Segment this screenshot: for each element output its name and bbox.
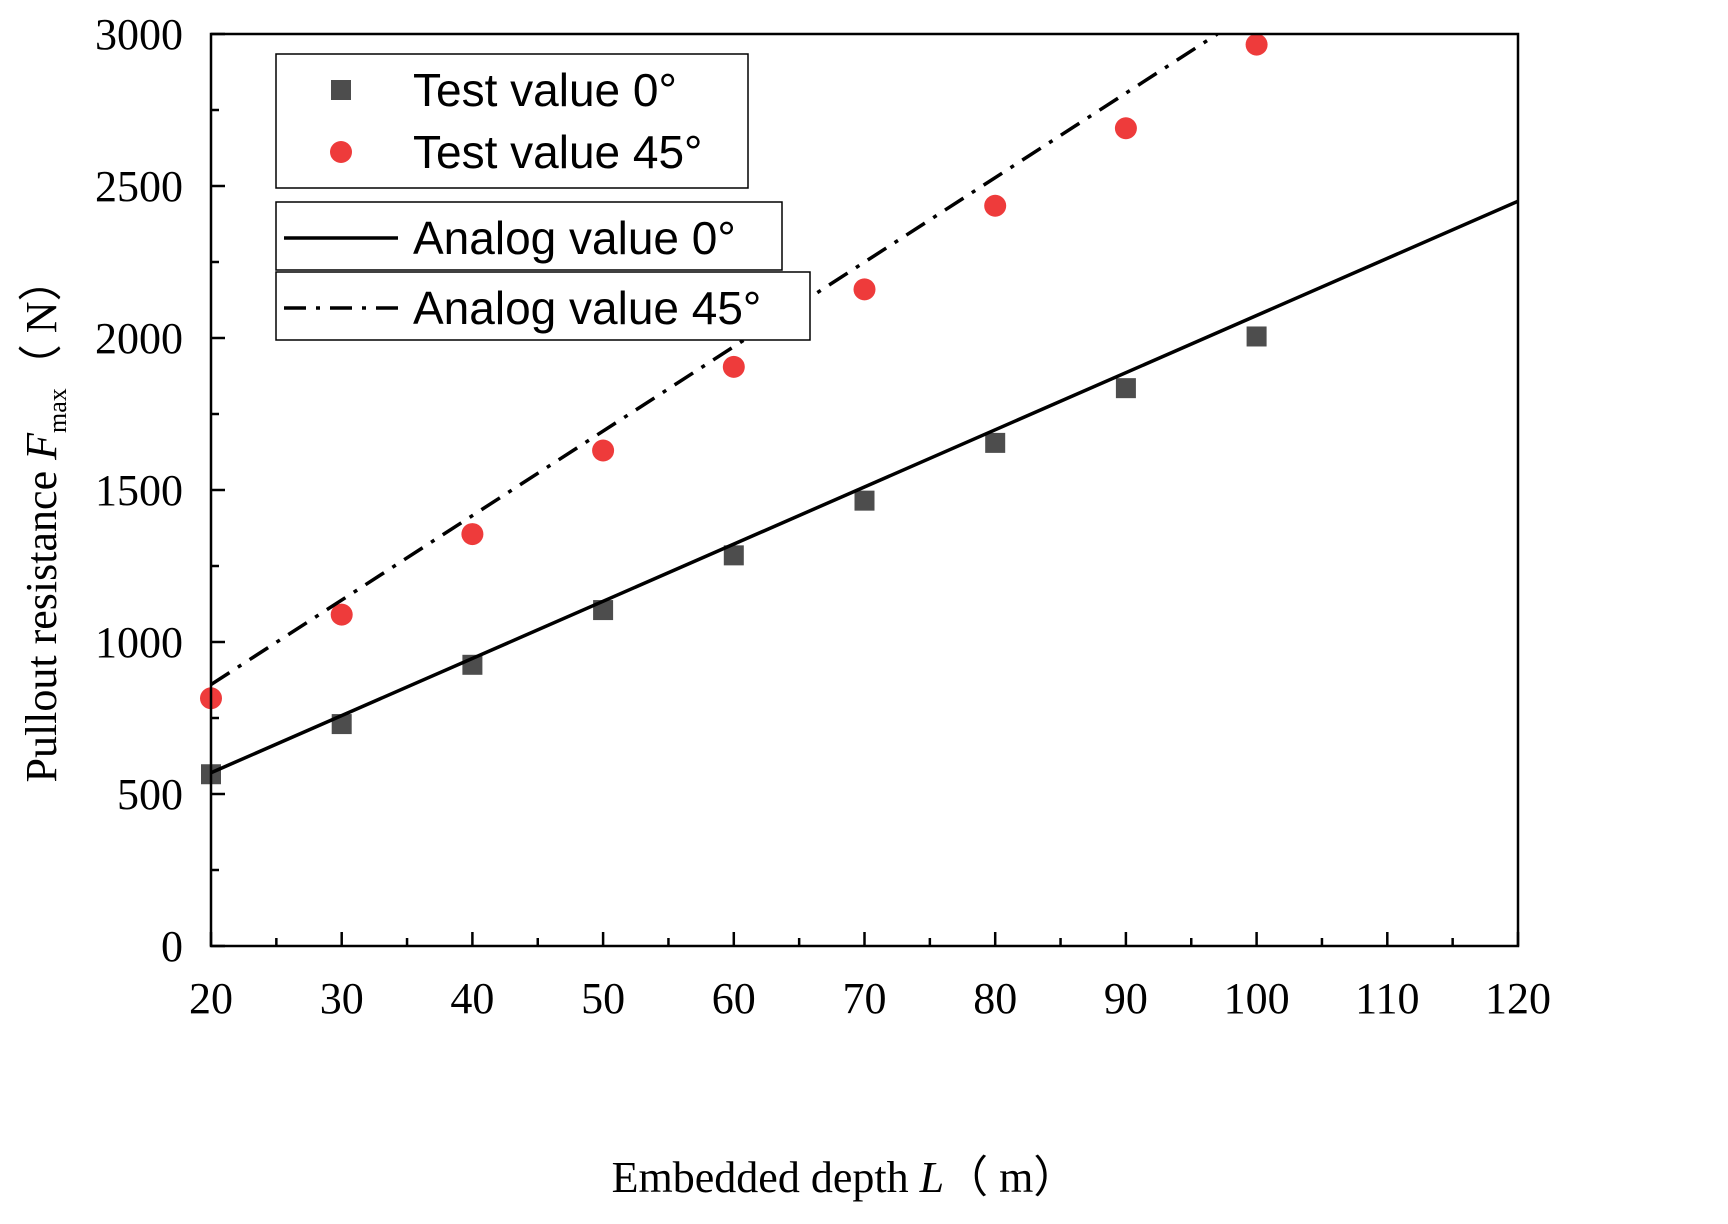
y-tick-label: 3000 [95,10,183,59]
point-test-value-45 [330,603,353,626]
point-test-value-45 [1245,34,1268,56]
y-tick-label: 500 [117,770,183,819]
line-analog-value-45 [210,34,1219,687]
point-test-value-45 [722,355,745,378]
point-test-value-45 [984,194,1007,217]
y-tick-label: 0 [161,922,183,971]
axes-layer: 20 30 40 50 60 70 80 90 100 110 120 0 500 1000 1500 200… [95,10,1551,1023]
point-test-value-0 [1246,326,1267,347]
x-axis-title: Embedded depth L（ m） [612,1153,1078,1202]
point-test-value-45 [853,278,876,301]
y-tick-label: 2000 [95,314,183,363]
point-test-value-0 [723,545,744,566]
point-test-value-45 [1114,117,1137,140]
y-axis-title: Pullout resistance Fmax（ N） [17,257,72,782]
x-tick-label: 40 [450,974,494,1023]
x-tick-label: 120 [1485,974,1551,1023]
legend-label: Analog value 45° [413,282,761,334]
point-test-value-0 [1115,378,1136,399]
x-tick-label: 30 [320,974,364,1023]
legend-box [275,271,811,341]
y-tick-label: 1500 [95,466,183,515]
x-tick-label: 50 [581,974,625,1023]
legend-swatch [331,80,351,100]
line-analog-value-0 [210,199,1518,775]
point-test-value-0 [985,432,1006,453]
y-tick-label: 1000 [95,618,183,667]
point-test-value-0 [854,490,875,511]
legend-swatch [330,141,352,163]
x-tick-label: 60 [712,974,756,1023]
x-tick-label: 80 [973,974,1017,1023]
point-test-value-45 [592,439,615,462]
x-tick-label: 70 [843,974,887,1023]
legend-box [275,201,783,271]
series-layer [200,34,1518,785]
x-tick-label: 20 [189,974,233,1023]
x-tick-label: 100 [1224,974,1290,1023]
legend-label: Analog value 0° [413,212,736,264]
x-tick-label: 90 [1104,974,1148,1023]
y-tick-label: 2500 [95,162,183,211]
legend: Test value 0° Test value 45° Analog value … [275,53,811,341]
legend-box [275,53,749,189]
x-tick-label: 110 [1355,974,1419,1023]
legend-label: Test value 0° [413,64,677,116]
point-test-value-45 [461,523,484,546]
legend-label: Test value 45° [413,126,702,178]
